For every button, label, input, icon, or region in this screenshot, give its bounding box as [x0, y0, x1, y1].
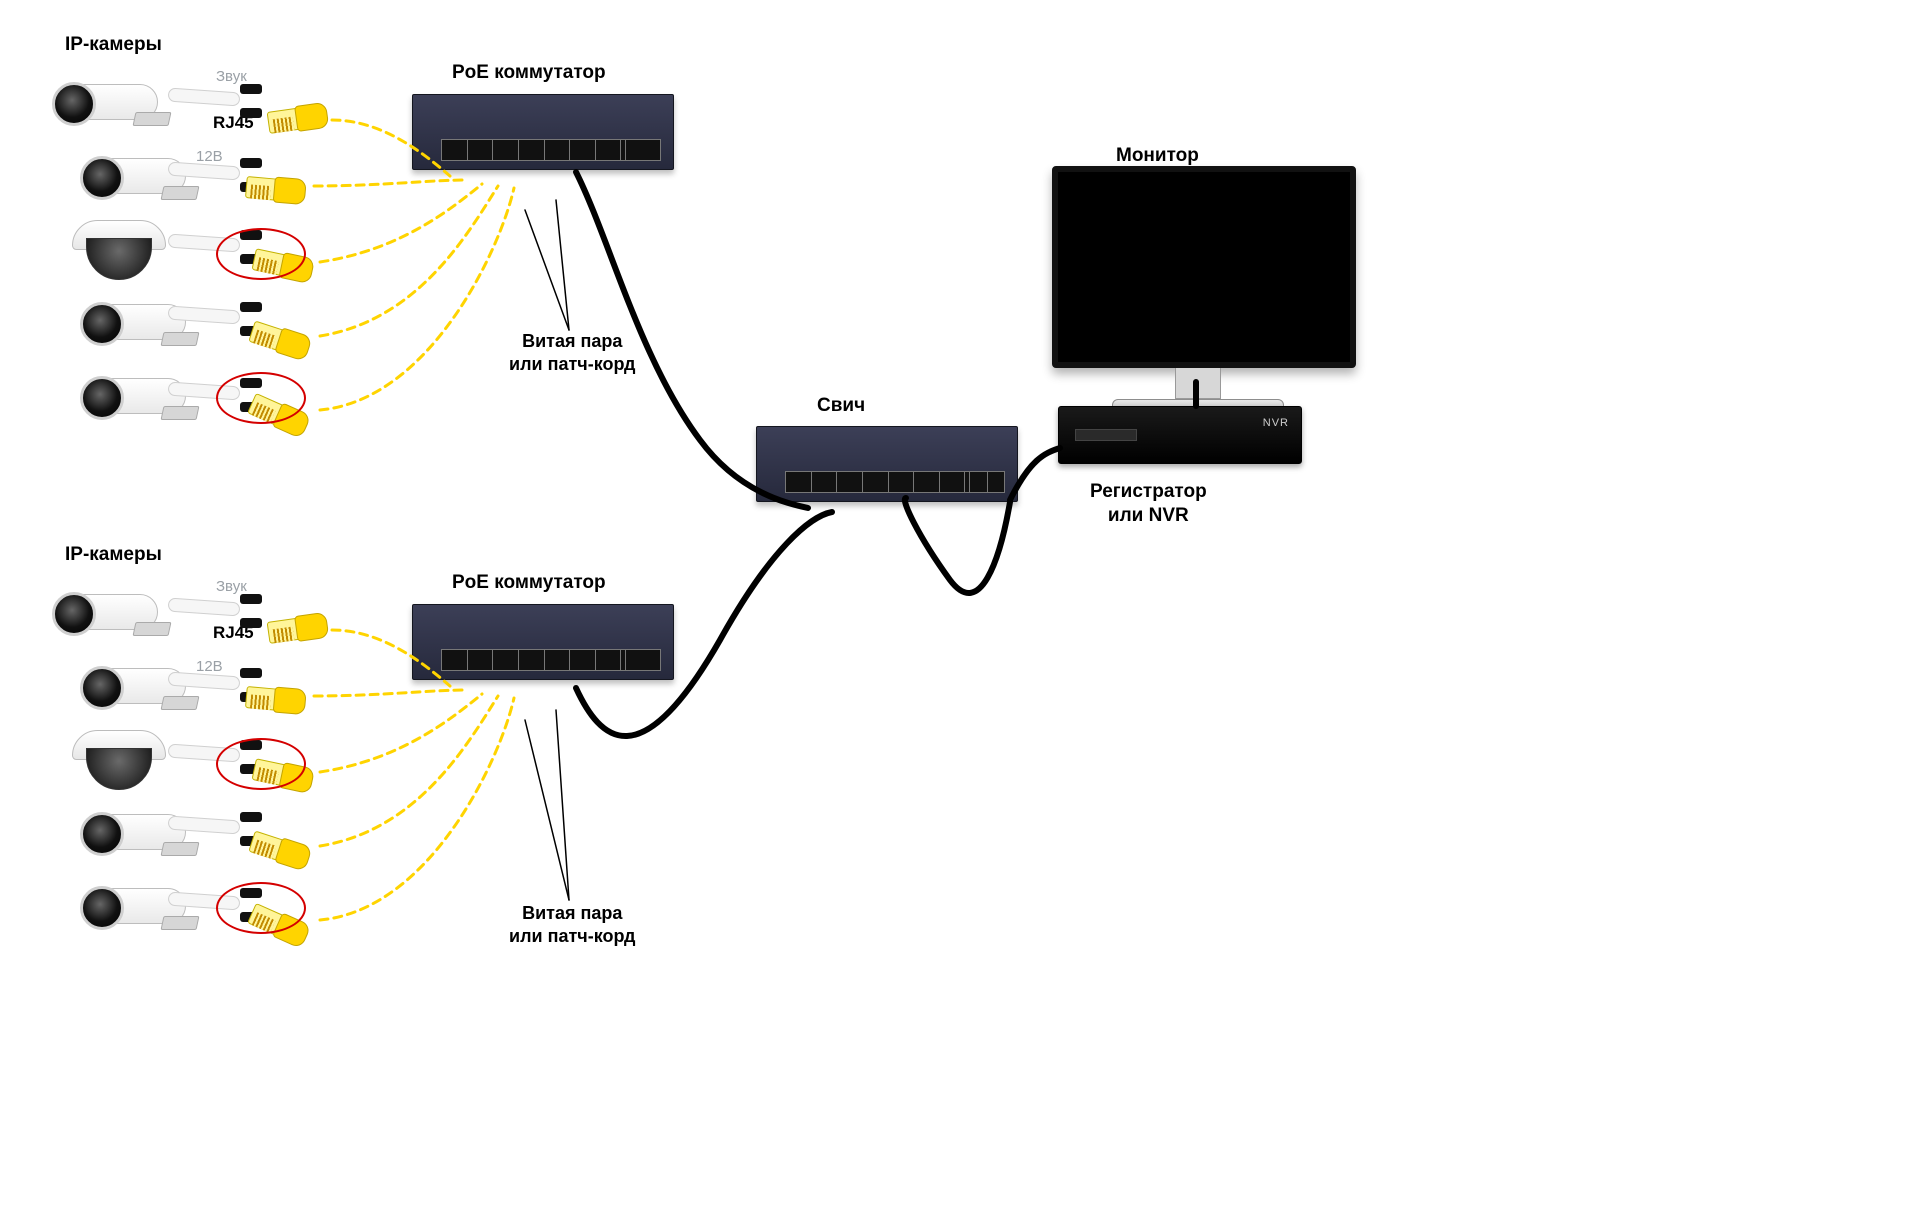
label-switch: Свич: [817, 394, 865, 418]
poe-switch-top-icon: [412, 94, 674, 170]
label-ip-cameras-top: IP-камеры: [65, 33, 162, 57]
nvr-brand: NVR: [1263, 417, 1289, 429]
highlight-circle: [216, 228, 306, 280]
label-monitor: Монитор: [1116, 144, 1199, 168]
label-twisted-pair-top: Витая пара или патч-корд: [509, 330, 635, 375]
highlight-circle: [216, 372, 306, 424]
nvr-icon: NVR: [1058, 406, 1302, 464]
rj45-plug-icon: [245, 172, 311, 205]
dome-camera-icon: [72, 730, 164, 788]
rj45-plug-icon: [245, 682, 311, 715]
rj45-plug-icon: [248, 317, 318, 363]
highlight-circle: [216, 882, 306, 934]
label-twisted-pair-bot: Витая пара или патч-корд: [509, 902, 635, 947]
monitor-icon: [1052, 166, 1344, 415]
bullet-camera-icon: [38, 78, 166, 126]
rj45-plug-icon: [248, 827, 318, 873]
label-nvr: Регистратор или NVR: [1090, 480, 1207, 528]
dome-camera-icon: [72, 220, 164, 278]
label-poe-switch-bot: PoE коммутатор: [452, 571, 606, 595]
label-poe-switch-top: PoE коммутатор: [452, 61, 606, 85]
camera-pigtail-icon: [168, 82, 278, 122]
label-ip-cameras-bot: IP-камеры: [65, 543, 162, 567]
diagram-stage: IP-камеры IP-камеры PoE коммутатор PoE к…: [0, 0, 1924, 1216]
poe-switch-bot-icon: [412, 604, 674, 680]
camera-pigtail-icon: [168, 592, 278, 632]
center-switch-icon: [756, 426, 1018, 502]
highlight-circle: [216, 738, 306, 790]
bullet-camera-icon: [38, 588, 166, 636]
